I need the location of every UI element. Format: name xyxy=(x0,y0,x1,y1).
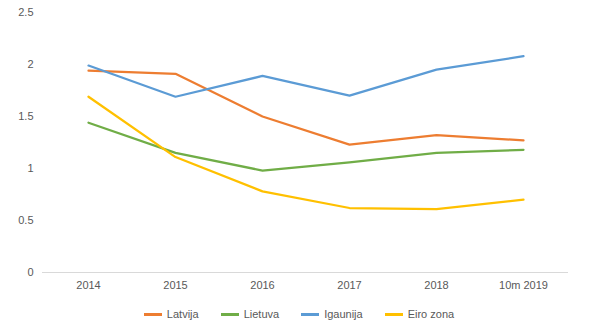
html-text:Lietuva: Lietuva xyxy=(243,308,280,320)
svg-text:2: 2 xyxy=(27,58,33,70)
html-text:Igaunija: Igaunija xyxy=(324,308,363,320)
svg-text:1.5: 1.5 xyxy=(18,110,33,122)
svg-text:2014: 2014 xyxy=(76,279,100,291)
svg-text:2016: 2016 xyxy=(250,279,274,291)
svg-text:2.5: 2.5 xyxy=(18,6,33,18)
svg-text:2017: 2017 xyxy=(337,279,361,291)
svg-text:2018: 2018 xyxy=(424,279,448,291)
svg-text:10m 2019: 10m 2019 xyxy=(499,279,548,291)
svg-text:0: 0 xyxy=(27,266,33,278)
svg-text:2015: 2015 xyxy=(163,279,187,291)
svg-text:1: 1 xyxy=(27,162,33,174)
svg-text:0.5: 0.5 xyxy=(18,214,33,226)
html-text:Eiro zona: Eiro zona xyxy=(407,308,455,320)
html-text:Latvija: Latvija xyxy=(166,308,199,320)
